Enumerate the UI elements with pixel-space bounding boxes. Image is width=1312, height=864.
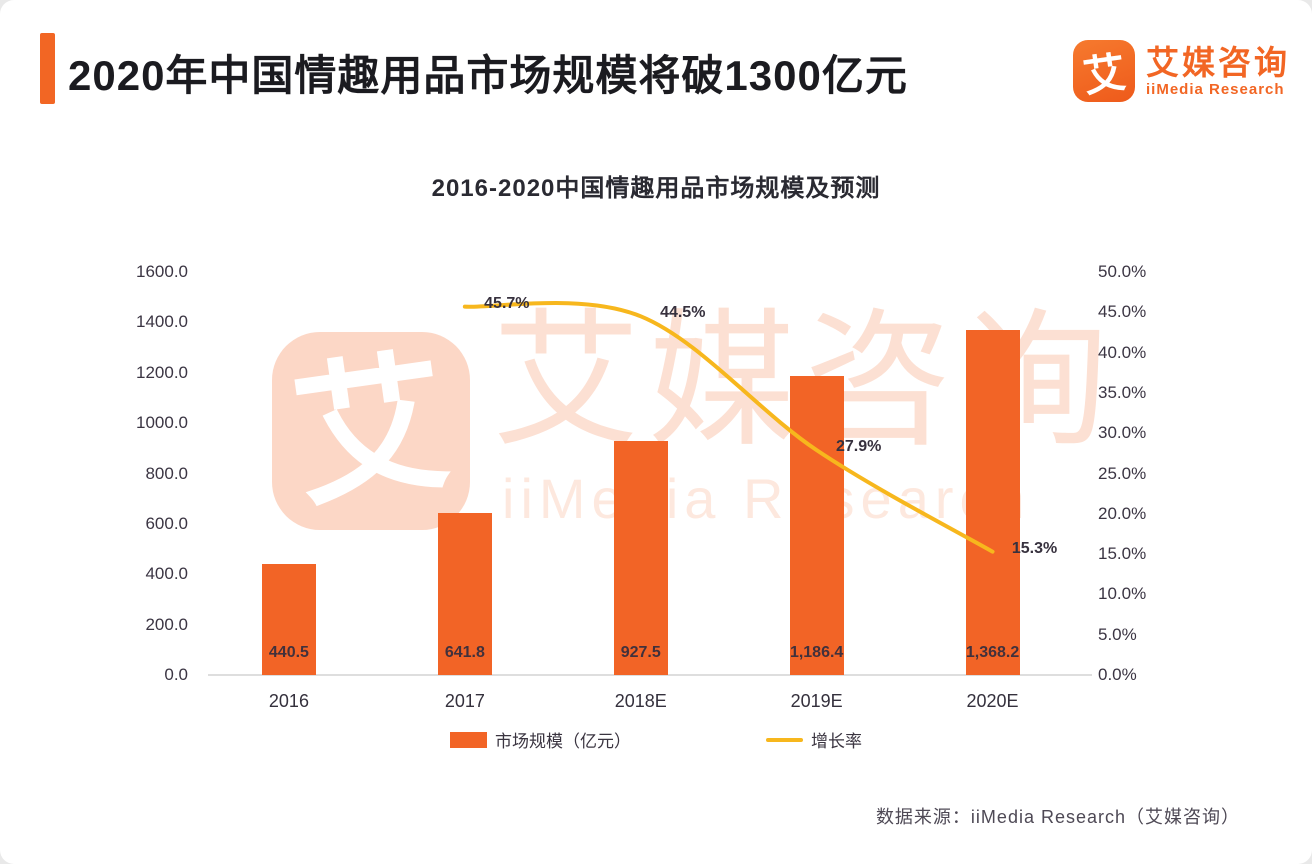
- y-axis-tick-right: 30.0%: [1098, 423, 1147, 443]
- x-axis-label: 2020E: [966, 691, 1019, 711]
- legend-item-market-size: 市场规模（亿元）: [450, 727, 631, 752]
- line-value-label: 44.5%: [660, 304, 706, 322]
- legend-item-growth-rate: 增长率: [766, 727, 862, 752]
- bar-value-label: 1,186.4: [789, 644, 844, 661]
- data-source: 数据来源：iiMedia Research（艾媒咨询）: [875, 807, 1240, 827]
- bar: [613, 441, 668, 675]
- y-axis-tick-right: 10.0%: [1098, 584, 1147, 604]
- bar-series-swatch: [450, 731, 487, 748]
- y-axis-tick-right: 40.0%: [1098, 342, 1147, 362]
- line-value-label: 15.3%: [1011, 539, 1058, 557]
- legend-label-growth-rate: 增长率: [811, 732, 862, 751]
- bar-value-label: 641.8: [444, 644, 485, 661]
- watermark-logo-icon: 艾: [272, 332, 470, 530]
- bar: [261, 564, 316, 675]
- y-axis-tick-left: 0.0: [164, 665, 188, 684]
- brand-glyph: 艾: [1080, 47, 1129, 101]
- brand-name-cn: 艾媒咨询: [1146, 43, 1290, 81]
- y-axis-tick-left: 600.0: [145, 513, 188, 533]
- x-axis-label: 2016: [268, 691, 309, 711]
- brand-name-en: iiMedia Research: [1146, 80, 1285, 98]
- y-axis-tick-right: 15.0%: [1098, 544, 1147, 564]
- y-axis-tick-right: 35.0%: [1098, 382, 1147, 402]
- brand-logo-text: 艾媒咨询 iiMedia Research: [1146, 43, 1290, 98]
- y-axis-tick-left: 1600.0: [136, 262, 188, 281]
- page-title: 2020年中国情趣用品市场规模将破1300亿元: [68, 52, 908, 99]
- y-axis-tick-right: 5.0%: [1098, 624, 1137, 644]
- title-accent-bar: [40, 33, 55, 104]
- line-value-label: 45.7%: [484, 294, 530, 312]
- y-axis-tick-right: 25.0%: [1098, 463, 1147, 483]
- watermark-text-en: iiMedia Research: [502, 467, 1031, 530]
- line-series-swatch: [766, 737, 803, 742]
- bar: [789, 376, 844, 675]
- y-axis-tick-right: 20.0%: [1098, 503, 1147, 523]
- x-axis-label: 2018E: [614, 691, 667, 711]
- brand-logo: 艾 艾媒咨询 iiMedia Research: [1073, 40, 1290, 102]
- bar-value-label: 440.5: [268, 644, 309, 661]
- y-axis-tick-left: 1200.0: [136, 362, 188, 382]
- y-axis-tick-left: 1000.0: [136, 413, 188, 433]
- y-axis-tick-left: 1400.0: [136, 312, 188, 332]
- y-axis-tick-right: 45.0%: [1098, 302, 1147, 322]
- bar: [965, 330, 1020, 675]
- x-axis-label: 2017: [444, 691, 485, 711]
- y-axis-tick-right: 0.0%: [1098, 665, 1137, 684]
- y-axis-tick-left: 400.0: [145, 564, 188, 584]
- bar-value-label: 1,368.2: [965, 644, 1020, 661]
- y-axis-tick-right: 50.0%: [1098, 262, 1147, 281]
- legend: 市场规模（亿元） 增长率: [0, 727, 1312, 752]
- x-axis-label: 2019E: [790, 691, 843, 711]
- y-axis-tick-left: 800.0: [145, 463, 188, 483]
- chart-title: 2016-2020中国情趣用品市场规模及预测: [431, 175, 881, 202]
- bar-value-label: 927.5: [620, 644, 661, 661]
- legend-label-market-size: 市场规模（亿元）: [495, 732, 631, 751]
- brand-logo-icon: 艾: [1073, 40, 1135, 102]
- x-axis-line: [208, 674, 1092, 676]
- line-value-label: 27.9%: [835, 438, 882, 456]
- y-axis-tick-left: 200.0: [145, 614, 188, 634]
